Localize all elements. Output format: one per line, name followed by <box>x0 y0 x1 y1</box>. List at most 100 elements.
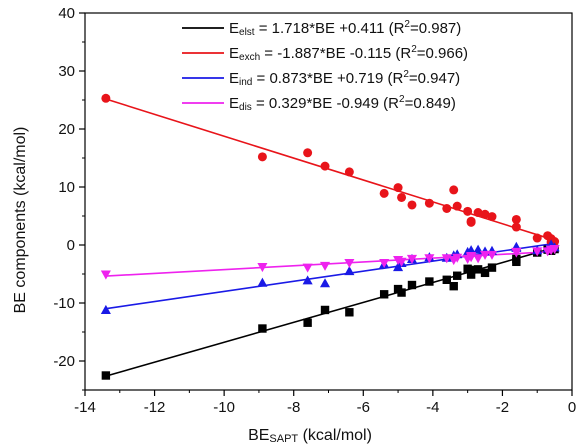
point-dis <box>466 253 477 263</box>
point-ind <box>319 278 331 288</box>
legend-sup: 2 <box>411 44 417 55</box>
fit-line-ind <box>105 242 555 310</box>
legend-sup: 2 <box>403 69 409 80</box>
point-elst <box>487 263 497 272</box>
point-exch <box>442 203 452 213</box>
point-exch <box>379 188 389 198</box>
x-tick-label: -8 <box>287 399 300 416</box>
point-ind <box>302 275 313 285</box>
point-dis <box>532 247 543 257</box>
legend-r2: =0.987) <box>410 20 461 37</box>
legend-equation: = 0.329*BE -0.949 (R <box>252 95 399 112</box>
point-exch <box>424 198 434 208</box>
y-tick-label: -20 <box>53 353 75 370</box>
point-elst <box>466 265 476 275</box>
legend-sub: ind <box>239 77 252 88</box>
point-elst <box>303 318 312 327</box>
point-dis <box>473 254 484 264</box>
x-axis-title-main: BE <box>248 427 269 444</box>
point-dis <box>396 257 407 267</box>
point-exch <box>532 233 542 243</box>
legend-sub: exch <box>239 52 260 63</box>
y-tick-label: 40 <box>58 5 75 22</box>
x-axis-title-sub: SAPT <box>269 433 298 445</box>
legend-entry-elst: Eelst = 1.718*BE +0.411 (R2=0.987) <box>229 19 461 38</box>
legend-sub: elst <box>239 27 255 38</box>
point-dis <box>549 245 560 255</box>
fit-lines <box>105 98 555 377</box>
legend-prefix: E <box>229 45 239 62</box>
point-dis <box>406 254 418 264</box>
y-tick-label: -10 <box>53 295 75 312</box>
point-exch <box>449 185 459 195</box>
point-exch <box>487 212 497 222</box>
point-elst <box>258 324 267 333</box>
point-dis <box>479 250 491 260</box>
point-elst <box>480 268 490 278</box>
x-axis-title: BESAPT (kcal/mol) <box>248 427 372 445</box>
legend-sup: 2 <box>399 94 405 105</box>
y-tick-label: 30 <box>58 63 75 80</box>
x-tick-label: -4 <box>426 399 439 416</box>
point-elst <box>345 308 354 317</box>
legend-equation: = 1.718*BE +0.411 (R <box>255 20 405 37</box>
x-tick-label: 0 <box>568 399 576 416</box>
legend-equation: = 0.873*BE +0.719 (R <box>252 70 403 87</box>
point-elst <box>407 280 417 290</box>
point-dis <box>344 258 355 269</box>
point-dis <box>379 258 390 269</box>
legend-entry-exch: Eexch = -1.887*BE -0.115 (R2=0.966) <box>229 44 468 63</box>
point-elst <box>379 290 389 299</box>
y-tick-label: 10 <box>58 179 75 196</box>
point-dis <box>100 270 111 280</box>
point-exch <box>101 93 111 103</box>
y-tick-label: 0 <box>67 237 75 254</box>
y-axis-title: BE components (kcal/mol) <box>12 127 29 314</box>
legend-equation: = -1.887*BE -0.115 (R <box>260 45 411 62</box>
x-tick-label: -10 <box>213 399 235 416</box>
point-elst <box>425 277 434 286</box>
point-dis <box>452 253 463 263</box>
y-tick-label: 20 <box>58 121 75 138</box>
fit-line-exch <box>105 98 555 241</box>
point-elst <box>442 275 451 284</box>
point-exch <box>407 200 417 210</box>
point-exch <box>452 201 462 211</box>
legend-prefix: E <box>229 20 239 37</box>
point-elst <box>397 288 406 297</box>
legend-r2: =0.966) <box>417 45 468 62</box>
point-elst <box>473 265 483 274</box>
legend-prefix: E <box>229 70 239 87</box>
point-exch <box>511 222 521 232</box>
point-exch <box>397 192 407 202</box>
point-dis <box>486 250 498 260</box>
legend-sub: dis <box>239 102 252 113</box>
legend-r2: =0.849) <box>405 95 456 112</box>
point-elst <box>512 257 521 267</box>
point-ind <box>100 304 111 314</box>
point-exch <box>393 183 403 193</box>
point-elst <box>101 371 111 380</box>
point-dis <box>302 263 313 273</box>
point-ind <box>344 266 355 276</box>
point-exch <box>473 208 483 218</box>
x-tick-label: -6 <box>357 399 370 416</box>
data-markers <box>100 93 560 380</box>
fit-line-elst <box>105 246 555 377</box>
point-dis <box>511 247 522 257</box>
point-exch <box>303 148 313 158</box>
x-tick-label: -2 <box>496 399 509 416</box>
legend-sup: 2 <box>404 19 410 30</box>
point-elst <box>320 305 330 315</box>
point-exch <box>480 209 490 219</box>
legend-r2: =0.947) <box>409 70 460 87</box>
legend-entry-ind: Eind = 0.873*BE +0.719 (R2=0.947) <box>229 69 460 88</box>
point-dis <box>424 254 435 264</box>
point-ind <box>257 277 268 287</box>
point-exch <box>511 214 521 224</box>
legend-entry-dis: Edis = 0.329*BE -0.949 (R2=0.849) <box>229 94 456 113</box>
x-tick-label: -14 <box>74 399 96 416</box>
point-elst <box>453 271 462 280</box>
